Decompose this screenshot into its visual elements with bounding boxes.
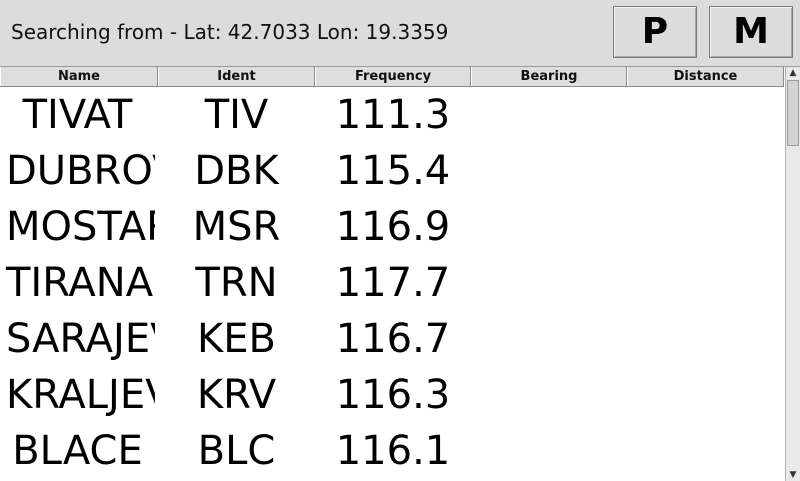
cell-bearing <box>471 143 627 199</box>
cell-distance <box>627 199 784 255</box>
header-bar: Searching from - Lat: 42.7033 Lon: 19.33… <box>0 0 800 66</box>
cell-distance <box>627 143 784 199</box>
table-row[interactable]: SARAJEV KEB 116.7 <box>0 311 784 367</box>
table-row[interactable]: KRALJEV KRV 116.3 <box>0 367 784 423</box>
cell-name: KRALJEV <box>6 372 155 418</box>
cell-bearing <box>471 367 627 423</box>
cell-distance <box>627 311 784 367</box>
column-header-name[interactable]: Name <box>0 67 158 86</box>
table-row[interactable]: BLACE BLC 116.1 <box>0 423 784 479</box>
column-header-bearing[interactable]: Bearing <box>471 67 627 86</box>
cell-bearing <box>471 199 627 255</box>
cell-bearing <box>471 255 627 311</box>
cell-frequency: 115.4 <box>335 148 451 194</box>
cell-frequency: 111.3 <box>335 92 451 138</box>
cell-distance <box>627 423 784 479</box>
search-status-text: Searching from - Lat: 42.7033 Lon: 19.33… <box>11 20 449 44</box>
cell-frequency: 117.7 <box>335 260 451 306</box>
table-row[interactable]: DUBROV DBK 115.4 <box>0 143 784 199</box>
table-row[interactable]: MOSTAR MSR 116.9 <box>0 199 784 255</box>
cell-ident: TRN <box>195 260 278 306</box>
cell-ident: BLC <box>197 428 276 474</box>
cell-bearing <box>471 423 627 479</box>
cell-distance <box>627 87 784 143</box>
vertical-scrollbar[interactable]: ▲ ▼ <box>785 67 800 481</box>
cell-name: TIVAT <box>22 92 133 138</box>
table-row[interactable]: TIRANA TRN 117.7 <box>0 255 784 311</box>
cell-frequency: 116.1 <box>335 428 451 474</box>
cell-ident: DBK <box>194 148 279 194</box>
cell-name: MOSTAR <box>6 204 155 250</box>
column-header-ident[interactable]: Ident <box>158 67 315 86</box>
p-button[interactable]: P <box>613 6 697 58</box>
cell-ident: KRV <box>196 372 277 418</box>
column-header-distance[interactable]: Distance <box>627 67 784 86</box>
m-button[interactable]: M <box>709 6 793 58</box>
navaid-table: Name Ident Frequency Bearing Distance TI… <box>0 66 800 481</box>
cell-bearing <box>471 311 627 367</box>
cell-ident: TIV <box>204 92 269 138</box>
table-header: Name Ident Frequency Bearing Distance <box>0 67 784 87</box>
cell-name: SARAJEV <box>6 316 155 362</box>
cell-bearing <box>471 87 627 143</box>
cell-frequency: 116.9 <box>335 204 451 250</box>
cell-name: DUBROV <box>6 148 155 194</box>
cell-frequency: 116.7 <box>335 316 451 362</box>
cell-distance <box>627 367 784 423</box>
table-row[interactable]: TIVAT TIV 111.3 <box>0 87 784 143</box>
cell-distance <box>627 255 784 311</box>
scroll-up-arrow-icon[interactable]: ▲ <box>789 68 797 78</box>
column-header-frequency[interactable]: Frequency <box>315 67 471 86</box>
cell-frequency: 116.3 <box>335 372 451 418</box>
table-body: TIVAT TIV 111.3 DUBROV DBK 115.4 MOSTAR … <box>0 87 784 481</box>
cell-ident: KEB <box>197 316 276 362</box>
scrollbar-thumb[interactable] <box>787 80 799 146</box>
cell-ident: MSR <box>192 204 281 250</box>
cell-name: BLACE <box>12 428 143 474</box>
scroll-down-arrow-icon[interactable]: ▼ <box>789 470 797 480</box>
cell-name: TIRANA <box>6 260 154 306</box>
